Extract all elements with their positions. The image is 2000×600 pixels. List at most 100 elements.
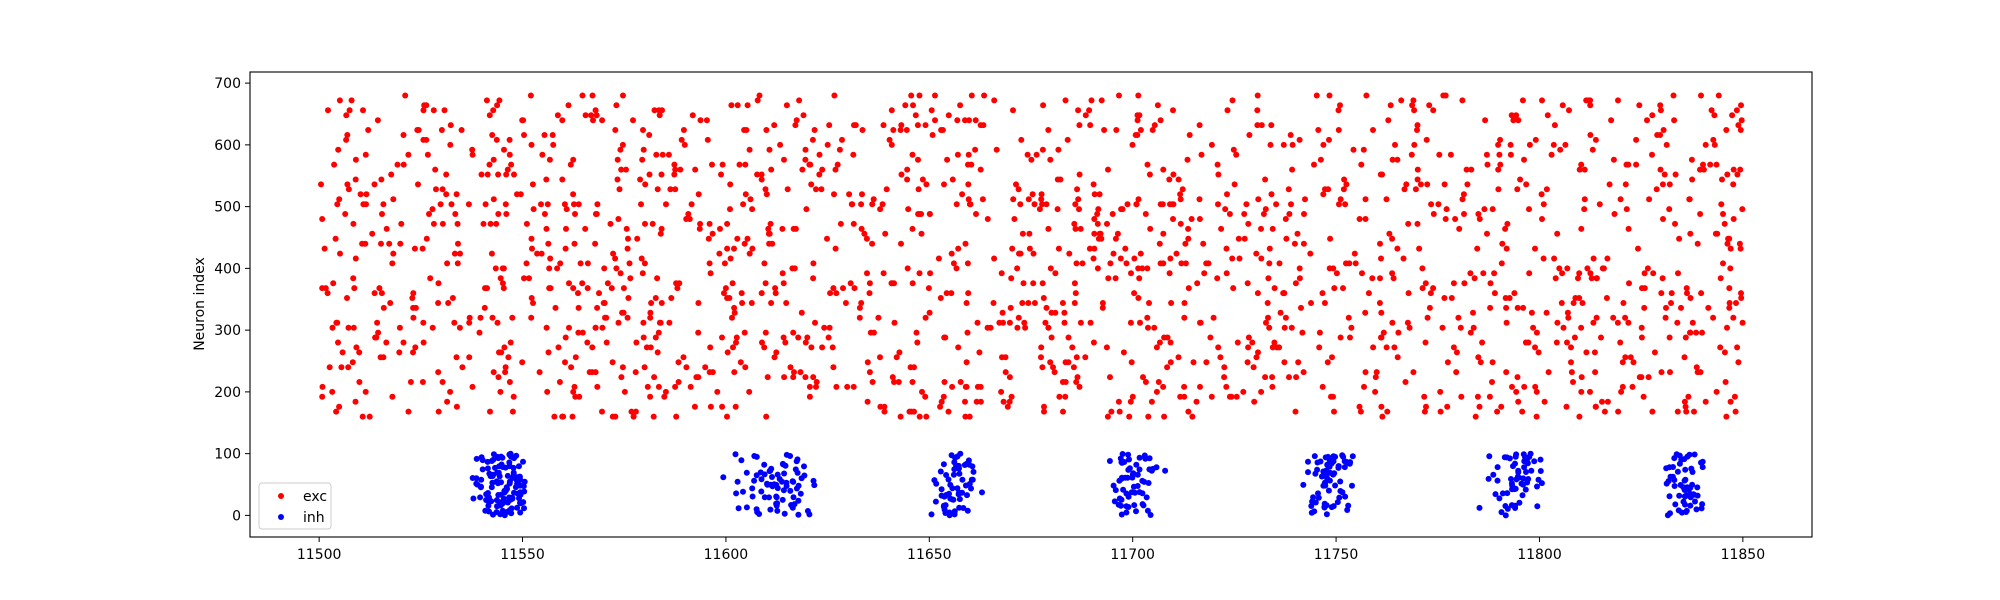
inh-spike-point bbox=[1672, 501, 1679, 508]
exc-spike-point bbox=[1258, 255, 1265, 262]
inh-spike-point bbox=[774, 500, 781, 507]
exc-spike-point bbox=[449, 295, 456, 301]
exc-spike-point bbox=[1475, 354, 1482, 361]
exc-spike-point bbox=[914, 122, 921, 129]
inh-spike-point bbox=[788, 502, 795, 508]
exc-spike-point bbox=[941, 379, 948, 385]
exc-spike-point bbox=[922, 393, 929, 400]
exc-spike-point bbox=[1564, 265, 1571, 272]
inh-spike-point bbox=[490, 511, 496, 518]
exc-spike-point bbox=[1105, 275, 1112, 282]
exc-spike-point bbox=[1289, 141, 1296, 148]
exc-spike-point bbox=[1292, 280, 1299, 287]
exc-spike-point bbox=[1168, 300, 1175, 306]
exc-spike-point bbox=[554, 112, 561, 119]
exc-spike-point bbox=[729, 314, 735, 321]
exc-spike-point bbox=[1593, 314, 1600, 321]
inh-spike-point bbox=[956, 504, 963, 511]
exc-spike-point bbox=[1230, 146, 1237, 153]
inh-spike-point bbox=[520, 458, 526, 465]
exc-spike-point bbox=[351, 285, 358, 292]
exc-spike-point bbox=[439, 220, 446, 227]
exc-spike-point bbox=[999, 309, 1006, 316]
inh-spike-point bbox=[942, 502, 949, 509]
exc-spike-point bbox=[345, 186, 352, 193]
exc-spike-point bbox=[722, 285, 729, 292]
exc-spike-point bbox=[1222, 206, 1229, 213]
exc-spike-point bbox=[1730, 314, 1737, 321]
exc-spike-point bbox=[1226, 211, 1233, 217]
exc-spike-point bbox=[1181, 383, 1188, 390]
exc-spike-point bbox=[1298, 304, 1304, 311]
exc-spike-point bbox=[410, 349, 416, 356]
exc-spike-point bbox=[1389, 156, 1396, 163]
exc-spike-point bbox=[336, 196, 343, 203]
exc-spike-point bbox=[642, 181, 649, 188]
exc-spike-point bbox=[719, 334, 725, 341]
exc-spike-point bbox=[448, 201, 455, 208]
exc-spike-point bbox=[858, 201, 865, 208]
exc-spike-point bbox=[1246, 132, 1253, 138]
exc-spike-point bbox=[1646, 196, 1653, 203]
exc-spike-point bbox=[432, 166, 439, 173]
exc-spike-point bbox=[1096, 191, 1103, 198]
inh-spike-point bbox=[774, 471, 781, 478]
exc-spike-point bbox=[881, 408, 888, 415]
exc-spike-point bbox=[352, 255, 359, 262]
exc-spike-point bbox=[1590, 319, 1597, 326]
exc-spike-point bbox=[1458, 393, 1465, 400]
exc-spike-point bbox=[1734, 171, 1741, 178]
exc-spike-point bbox=[1675, 270, 1681, 277]
exc-spike-point bbox=[646, 171, 653, 178]
inh-spike-point bbox=[1339, 489, 1346, 496]
inh-spike-point bbox=[1531, 458, 1538, 465]
inh-spike-point bbox=[774, 507, 781, 514]
exc-spike-point bbox=[964, 260, 971, 267]
exc-spike-point bbox=[658, 171, 665, 178]
exc-spike-point bbox=[1182, 260, 1189, 267]
exc-spike-point bbox=[335, 146, 342, 153]
exc-spike-point bbox=[371, 290, 378, 297]
exc-spike-point bbox=[793, 117, 800, 124]
exc-spike-point bbox=[348, 97, 355, 104]
exc-spike-point bbox=[1175, 354, 1182, 361]
exc-spike-point bbox=[1378, 403, 1385, 410]
exc-spike-point bbox=[1116, 92, 1122, 99]
exc-spike-point bbox=[1095, 235, 1102, 242]
exc-spike-point bbox=[1614, 319, 1621, 326]
exc-spike-point bbox=[1649, 112, 1656, 119]
exc-spike-point bbox=[627, 275, 634, 282]
exc-spike-point bbox=[426, 211, 432, 217]
exc-spike-point bbox=[1430, 285, 1437, 292]
exc-spike-point bbox=[1288, 201, 1294, 208]
inh-spike-point bbox=[1131, 502, 1138, 509]
y-tick-label: 300 bbox=[214, 323, 241, 339]
inh-spike-point bbox=[1494, 464, 1501, 471]
exc-spike-point bbox=[1532, 344, 1538, 351]
exc-spike-point bbox=[1630, 359, 1637, 366]
exc-spike-point bbox=[1271, 339, 1278, 346]
exc-spike-point bbox=[556, 379, 563, 385]
inh-spike-point bbox=[508, 453, 515, 460]
exc-spike-point bbox=[643, 344, 650, 351]
exc-spike-point bbox=[1069, 344, 1076, 351]
exc-spike-point bbox=[1727, 245, 1734, 252]
exc-spike-point bbox=[1161, 413, 1168, 420]
exc-spike-point bbox=[344, 132, 351, 138]
exc-spike-point bbox=[562, 359, 568, 366]
exc-spike-point bbox=[1104, 413, 1111, 420]
exc-spike-point bbox=[1480, 270, 1487, 277]
exc-spike-point bbox=[687, 383, 694, 390]
exc-spike-point bbox=[813, 186, 819, 193]
exc-spike-point bbox=[1467, 270, 1474, 277]
exc-spike-point bbox=[869, 201, 876, 208]
exc-spike-point bbox=[1638, 334, 1645, 341]
exc-spike-point bbox=[1503, 319, 1510, 326]
exc-spike-point bbox=[1688, 156, 1695, 163]
exc-spike-point bbox=[1599, 398, 1605, 405]
exc-spike-point bbox=[654, 349, 661, 356]
exc-spike-point bbox=[1258, 225, 1264, 232]
inh-spike-point bbox=[956, 470, 963, 477]
exc-spike-point bbox=[762, 329, 769, 336]
